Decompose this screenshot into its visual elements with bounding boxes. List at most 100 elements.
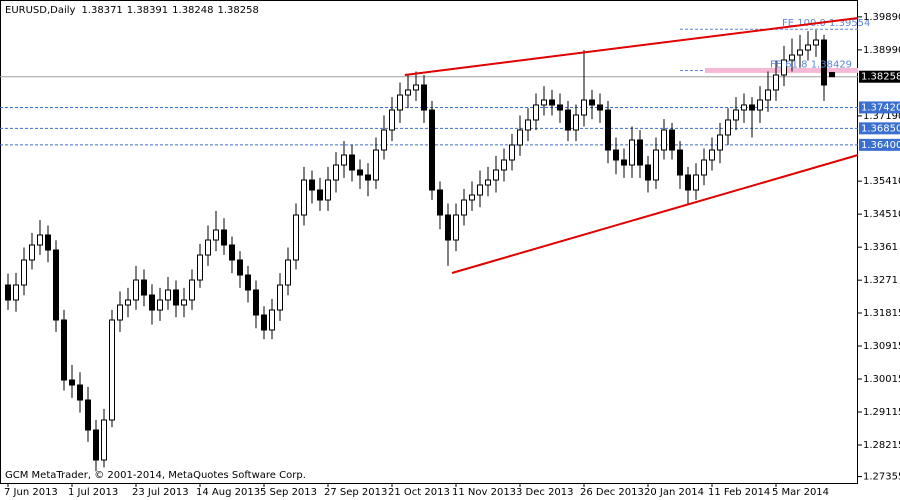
level-label: 1.36400 — [861, 140, 900, 151]
y-tick-label: 1.29115 — [863, 407, 900, 418]
candle-body — [293, 214, 299, 261]
candle-body — [253, 289, 259, 316]
candle-body — [565, 109, 571, 131]
candle-body — [733, 109, 739, 121]
x-tick-label: 11 Feb 2014 — [708, 487, 770, 498]
x-tick-label: 20 Jan 2014 — [644, 487, 704, 498]
candle-body — [21, 259, 27, 286]
candle-body — [797, 49, 803, 56]
x-tick-label: 1 Jul 2013 — [68, 487, 118, 498]
fib-label: FE 100.0 1.39554 — [782, 18, 870, 29]
candle-body — [805, 44, 811, 51]
y-tick-label: 1.28215 — [863, 440, 900, 451]
candle-body — [829, 72, 835, 78]
trend-line — [451, 154, 859, 274]
candle-body — [709, 149, 715, 161]
candle-body — [29, 244, 35, 261]
candle-body — [173, 289, 179, 306]
candle-body — [789, 54, 795, 61]
candle-body — [525, 119, 531, 131]
candle-body — [261, 314, 267, 331]
candle-body — [717, 134, 723, 151]
y-tick-label: 1.38990 — [863, 45, 900, 56]
candle-body — [749, 104, 755, 111]
y-tick-label: 1.39890 — [863, 12, 900, 23]
candle-body — [557, 104, 563, 111]
candle-body — [813, 39, 819, 46]
candle-body — [677, 149, 683, 176]
annotations: FE 100.0 1.39554 FE 61.8 1.38429 — [404, 17, 870, 274]
x-tick-label: 27 Sep 2013 — [324, 487, 387, 498]
candle-body — [485, 179, 491, 186]
candle-body — [701, 159, 707, 176]
candle-body — [765, 89, 771, 101]
candle-body — [821, 39, 827, 86]
x-tick-label: 3 Dec 2013 — [516, 487, 574, 498]
candle-body — [469, 194, 475, 201]
candle-body — [333, 164, 339, 181]
header-close: 1.38258 — [218, 5, 259, 16]
candle-body — [205, 239, 211, 256]
x-tick-label: 5 Mar 2014 — [772, 487, 829, 498]
candle-body — [13, 284, 19, 301]
candle-body — [653, 149, 659, 181]
candle-body — [365, 174, 371, 181]
candle-body — [317, 189, 323, 201]
candle-body — [405, 89, 411, 96]
candle-body — [213, 229, 219, 241]
candle-body — [45, 234, 51, 251]
candle-body — [517, 129, 523, 146]
candle-body — [77, 384, 83, 401]
candle-body — [93, 429, 99, 461]
y-tick-label: 1.3361 — [863, 242, 898, 253]
candle-body — [157, 299, 163, 311]
candle-body — [549, 99, 555, 106]
level-tag — [859, 138, 900, 151]
candle-body — [741, 104, 747, 111]
candle-body — [357, 169, 363, 176]
y-tick-label: 1.3271 — [863, 275, 898, 286]
candle-body — [725, 119, 731, 136]
trend-line — [404, 17, 859, 76]
candle-body — [165, 289, 171, 301]
candle-body — [221, 229, 227, 246]
x-tick-label: 11 Nov 2013 — [452, 487, 516, 498]
chart-header: EURUSD,Daily 1.38371 1.38391 1.38248 1.38258 — [5, 5, 259, 16]
fib-label: FE 61.8 1.38429 — [770, 59, 852, 70]
chart-title: EURUSD,Daily — [5, 5, 76, 16]
candle-body — [413, 84, 419, 91]
candle-body — [125, 299, 131, 306]
x-tick-label: 23 Jul 2013 — [132, 487, 189, 498]
y-tick-label: 1.30915 — [863, 341, 900, 352]
candle-body — [5, 284, 11, 301]
candle-body — [229, 244, 235, 261]
level-label: 1.37420 — [861, 102, 900, 113]
candle-body — [245, 274, 251, 291]
header-high: 1.38391 — [127, 5, 168, 16]
header-open: 1.38371 — [81, 5, 122, 16]
candle-body — [493, 169, 499, 181]
candle-body — [429, 109, 435, 191]
candle-body — [509, 144, 515, 161]
candle-body — [581, 99, 587, 116]
candle-body — [69, 379, 75, 386]
candle-body — [237, 259, 243, 276]
candle-body — [85, 399, 91, 431]
price-tag — [859, 70, 900, 83]
candle-body — [669, 129, 675, 151]
candle-body — [389, 109, 395, 131]
level-tag — [859, 101, 900, 114]
candle-body — [477, 184, 483, 196]
candle-body — [373, 149, 379, 181]
candle-body — [421, 84, 427, 111]
candle-body — [533, 104, 539, 121]
y-tick-label: 1.35410 — [863, 176, 900, 187]
candle-body — [597, 104, 603, 111]
level-tag — [859, 122, 900, 135]
x-tick-label: 26 Dec 2013 — [580, 487, 644, 498]
candle-body — [645, 164, 651, 181]
candle-body — [349, 154, 355, 171]
x-tick-label: 14 Aug 2013 — [196, 487, 260, 498]
candle-body — [589, 99, 595, 106]
